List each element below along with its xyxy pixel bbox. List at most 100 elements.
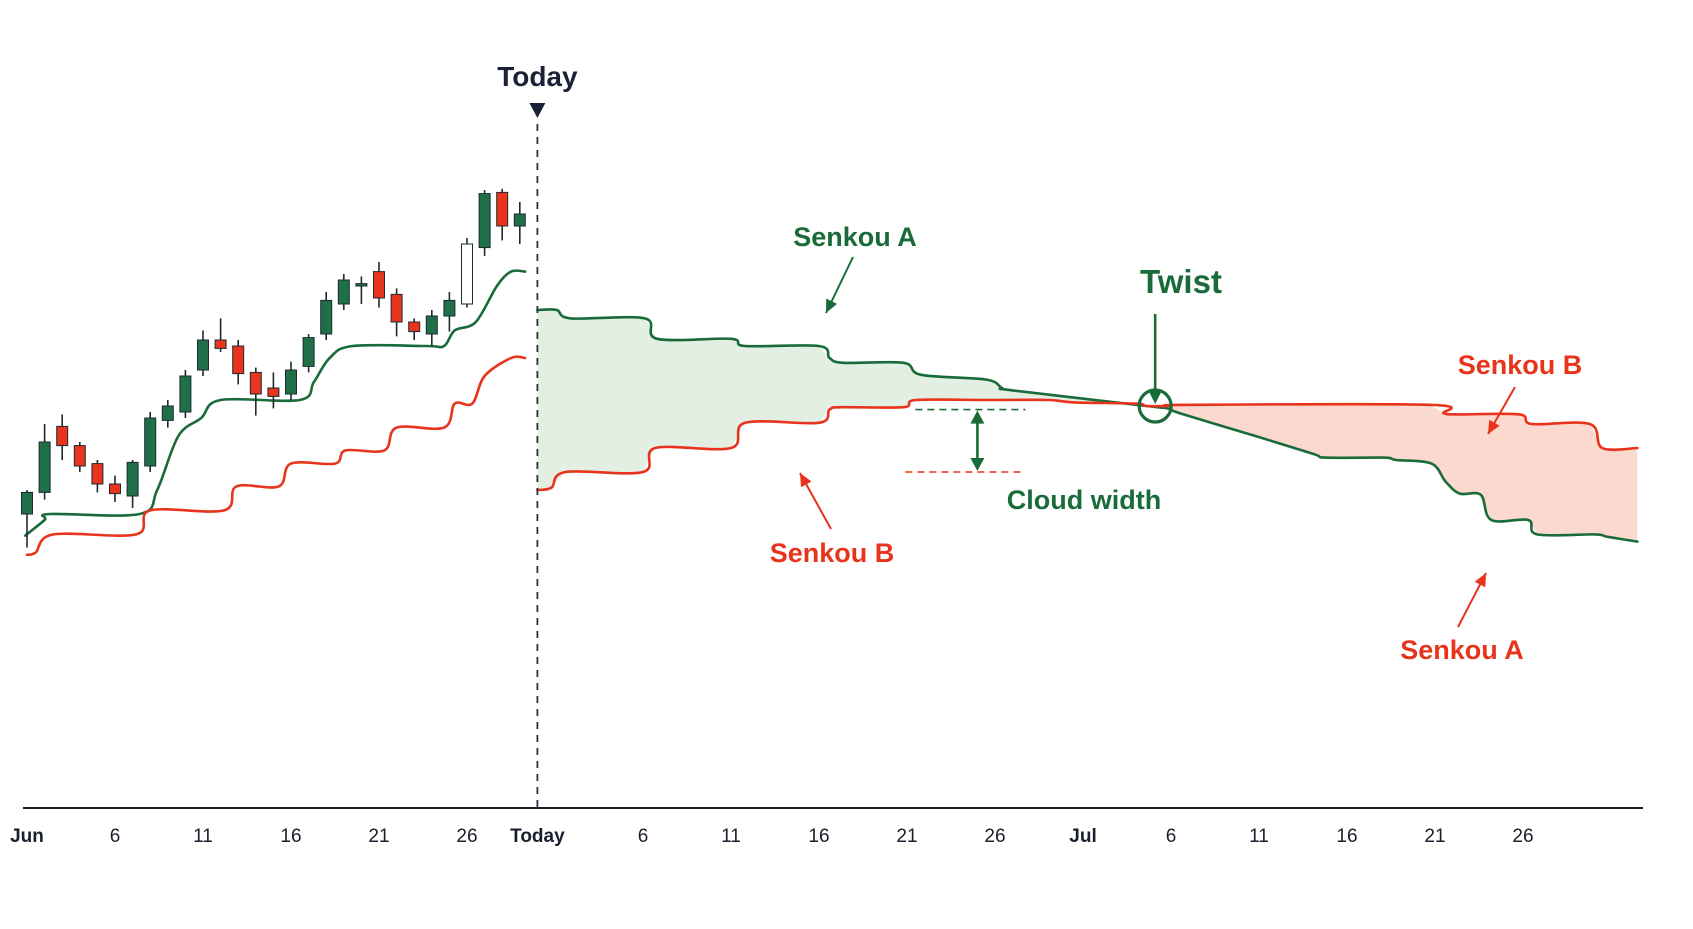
- candle-body: [21, 491, 33, 515]
- candle: [161, 400, 174, 428]
- candle: [179, 370, 192, 418]
- x-tick-label: 26: [456, 826, 477, 847]
- x-tick-label: 21: [896, 826, 917, 847]
- candle-body: [232, 345, 245, 375]
- today-marker-icon: [529, 103, 546, 118]
- senkou-a-top-pointer: [825, 256, 854, 314]
- x-tick-label: 16: [1336, 826, 1357, 847]
- line-layer: [23, 269, 1639, 557]
- candle-body: [373, 271, 385, 299]
- twist-label: Twist: [1140, 263, 1222, 300]
- candle: [425, 310, 438, 346]
- cloud-width-arrow-up-icon: [970, 410, 985, 424]
- cloud-width-label: Cloud width: [1007, 485, 1161, 515]
- candle: [267, 372, 280, 409]
- candle: [478, 190, 491, 256]
- candle: [56, 414, 69, 460]
- x-tick-label: Jul: [1069, 826, 1096, 847]
- candle: [320, 292, 333, 340]
- candle: [214, 318, 227, 352]
- candle-body: [161, 405, 174, 421]
- candle-body: [214, 339, 227, 349]
- candle: [285, 361, 297, 400]
- senkou-b-right-label: Senkou B: [1458, 350, 1583, 380]
- x-tick-label: 11: [721, 826, 741, 847]
- red-line-past-line: [25, 355, 527, 557]
- candle: [21, 490, 33, 548]
- candle: [249, 367, 262, 416]
- candle-body: [56, 425, 69, 447]
- senkou-a-right-label: Senkou A: [1400, 635, 1524, 665]
- x-tick-label: 11: [1249, 826, 1269, 847]
- candle-body: [425, 315, 438, 335]
- x-tick-label: 16: [280, 826, 301, 847]
- candle: [337, 274, 350, 310]
- candle-body: [126, 461, 139, 497]
- candle: [197, 330, 209, 376]
- candle-body: [443, 299, 456, 317]
- candle-body: [302, 337, 315, 367]
- candle: [126, 460, 139, 508]
- candle-body: [478, 193, 491, 249]
- bearish-cloud-fill: [1155, 404, 1638, 542]
- candle: [513, 202, 526, 244]
- x-tick-label: 6: [110, 826, 121, 847]
- candle-body: [249, 371, 262, 395]
- candle: [144, 412, 157, 472]
- annotation-layer: Today Senkou A Twist Senkou B Cloud width Sen…: [497, 61, 1582, 665]
- candle-body: [390, 293, 403, 323]
- cloud-width-arrow-down-icon: [970, 458, 985, 471]
- senkou-b-right-pointer-head-icon: [1488, 419, 1500, 434]
- x-tick-label: 26: [1512, 826, 1533, 847]
- senkou-a-top-pointer-head-icon: [826, 298, 838, 313]
- senkou-b-line: [536, 398, 1639, 492]
- candle-body: [197, 339, 209, 371]
- candle-body: [496, 191, 509, 227]
- x-tick-label: 6: [1166, 826, 1177, 847]
- x-tick-label: Jun: [10, 826, 44, 847]
- x-tick-label: 16: [808, 826, 829, 847]
- candle: [461, 238, 473, 308]
- candle: [496, 188, 509, 241]
- candlestick-layer: [21, 188, 526, 548]
- candle-body: [109, 483, 121, 495]
- candle-body: [320, 299, 333, 335]
- senkou-b-bottom-pointer: [799, 472, 832, 530]
- x-tick-label: 21: [368, 826, 389, 847]
- senkou-b-right-pointer: [1487, 386, 1516, 435]
- candle: [408, 318, 421, 340]
- candle-body: [285, 369, 297, 395]
- candle-body: [337, 279, 350, 305]
- x-tick-label: 21: [1424, 826, 1445, 847]
- x-tick-label: 26: [984, 826, 1005, 847]
- candle: [355, 276, 368, 304]
- senkou-a-top-label: Senkou A: [793, 222, 917, 252]
- candle-body: [355, 283, 368, 287]
- candle: [302, 334, 315, 373]
- x-tick-label: 11: [193, 826, 213, 847]
- candle: [109, 475, 121, 502]
- guide-layer: [529, 103, 1516, 810]
- candle-body: [73, 445, 86, 467]
- senkou-a-line: [536, 308, 1639, 543]
- candle: [232, 340, 245, 385]
- green-line-past-line: [23, 269, 527, 537]
- bullish-cloud-fill: [537, 310, 1156, 490]
- candle: [73, 442, 86, 472]
- senkou-b-bottom-label: Senkou B: [770, 538, 895, 568]
- candle: [91, 460, 104, 493]
- candle: [390, 288, 403, 337]
- senkou-b-bottom-pointer-head-icon: [800, 473, 812, 488]
- candle-body: [179, 375, 192, 413]
- candle-body: [38, 441, 51, 493]
- x-axis: Jun 6 11 16 21 26 Today 6 11 16 21 26 Jul 6 11 16 21 26: [10, 807, 1643, 847]
- x-tick-label: Today: [510, 826, 565, 847]
- candle-body: [91, 463, 104, 485]
- twist-arrow-head-icon: [1148, 390, 1163, 404]
- today-label: Today: [497, 61, 578, 92]
- x-tick-label: 6: [638, 826, 649, 847]
- candle-body: [513, 213, 526, 227]
- candle-body: [461, 243, 473, 305]
- candle: [373, 262, 385, 308]
